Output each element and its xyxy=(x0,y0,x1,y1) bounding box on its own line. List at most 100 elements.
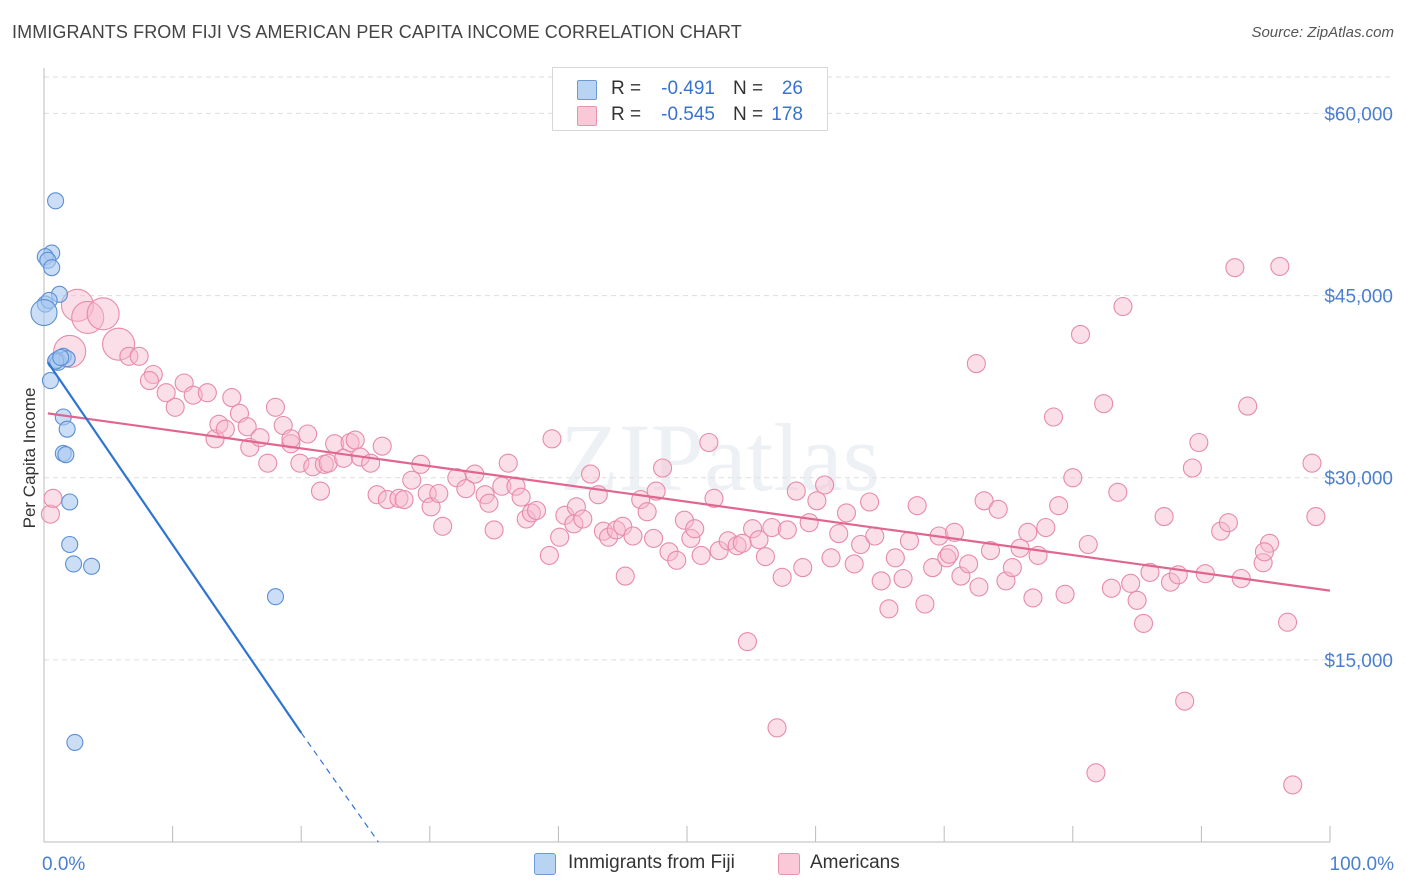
r-value: -0.545 xyxy=(661,104,715,125)
americans-point xyxy=(429,483,449,504)
americans-point xyxy=(40,504,60,524)
axes xyxy=(43,68,1331,843)
americans-point xyxy=(1225,258,1245,278)
fiji-point xyxy=(58,420,76,438)
fiji-point xyxy=(61,493,79,511)
americans-point xyxy=(885,548,905,568)
americans-point xyxy=(1302,453,1322,473)
americans-point xyxy=(893,568,913,589)
americans-point xyxy=(681,528,701,548)
americans-point xyxy=(521,503,541,523)
americans-point xyxy=(969,577,989,597)
fiji-trend-line xyxy=(46,361,303,734)
americans-point xyxy=(1270,256,1290,276)
americans-point xyxy=(209,414,229,434)
americans-point xyxy=(1154,507,1174,527)
y-axis-title: Per Capita Income xyxy=(20,388,39,529)
americans-point xyxy=(1063,468,1083,488)
x-tick-label: 0.0% xyxy=(42,854,85,875)
americans-point xyxy=(1070,324,1091,344)
fiji-trend-extension xyxy=(300,732,379,843)
americans-point xyxy=(367,485,387,505)
americans-point xyxy=(43,488,63,508)
legend-label-fiji: Immigrants from Fiji xyxy=(568,852,735,873)
americans-point xyxy=(1108,482,1128,502)
n-label: N = xyxy=(733,104,764,125)
americans-point xyxy=(727,536,747,556)
americans-point xyxy=(1133,613,1154,633)
americans-point xyxy=(1086,763,1106,783)
americans-point xyxy=(959,554,979,574)
fiji-point xyxy=(61,535,79,554)
americans-trend-line xyxy=(47,412,1331,592)
n-label: N = xyxy=(733,78,764,99)
americans-point xyxy=(1049,496,1069,516)
americans-point xyxy=(237,417,257,437)
correlation-legend: R = -0.491 N = 26 R = -0.545 N = 178 xyxy=(552,67,828,131)
americans-point xyxy=(197,383,217,403)
americans-point xyxy=(566,497,586,517)
americans-point xyxy=(777,520,797,540)
americans-point xyxy=(1043,407,1064,427)
fiji-point xyxy=(41,372,59,390)
americans-point xyxy=(899,531,920,551)
fiji-swatch xyxy=(534,853,556,875)
americans-point xyxy=(1175,691,1195,711)
fiji-points xyxy=(30,192,285,751)
americans-point xyxy=(755,547,775,567)
y-tick-label: $15,000 xyxy=(1324,651,1393,672)
americans-point xyxy=(829,524,849,544)
americans-point xyxy=(1306,507,1326,527)
legend-item-fiji[interactable]: Immigrants from Fiji xyxy=(534,852,774,876)
americans-points xyxy=(40,256,1326,795)
americans-point xyxy=(1036,517,1056,538)
fiji-swatch xyxy=(577,80,597,100)
americans-point xyxy=(564,514,584,534)
americans-point xyxy=(1078,534,1098,555)
legend-item-americans[interactable]: Americans xyxy=(778,852,938,876)
americans-point xyxy=(871,571,891,591)
americans-point xyxy=(1140,562,1160,582)
americans-point xyxy=(623,526,643,546)
source-label: Source: ZipAtlas.com xyxy=(1251,24,1394,41)
americans-point xyxy=(667,550,687,570)
americans-point xyxy=(793,558,813,578)
americans-point xyxy=(526,500,547,521)
americans-point xyxy=(743,519,763,539)
watermark: ZIPatlas xyxy=(560,404,880,511)
americans-point xyxy=(165,397,185,417)
americans-point xyxy=(539,545,559,565)
x-tick-label: 100.0% xyxy=(1330,854,1395,875)
americans-point xyxy=(799,513,819,533)
americans-point xyxy=(939,544,959,564)
fiji-point xyxy=(66,733,84,751)
americans-point xyxy=(1189,432,1209,453)
americans-point xyxy=(615,566,635,586)
americans-point xyxy=(290,453,310,473)
y-tick-label: $30,000 xyxy=(1324,469,1393,490)
americans-point xyxy=(762,517,782,538)
americans-point xyxy=(394,490,414,510)
americans-swatch xyxy=(778,853,800,875)
americans-point xyxy=(821,548,841,568)
americans-point xyxy=(749,530,769,550)
n-value: 178 xyxy=(771,104,803,125)
americans-point xyxy=(772,567,792,587)
fiji-point xyxy=(52,348,70,367)
americans-point xyxy=(498,453,518,473)
americans-point xyxy=(1254,542,1274,562)
americans-point xyxy=(844,554,864,574)
americans-point xyxy=(786,481,806,501)
americans-point xyxy=(599,527,619,547)
americans-point xyxy=(310,481,331,501)
americans-point xyxy=(851,534,871,555)
americans-point xyxy=(966,354,986,374)
americans-point xyxy=(1160,572,1181,592)
americans-point xyxy=(550,527,570,547)
americans-point xyxy=(580,464,601,484)
americans-point xyxy=(1101,578,1121,598)
americans-point xyxy=(807,491,827,511)
fiji-point xyxy=(47,192,65,210)
americans-point xyxy=(303,457,323,477)
americans-point xyxy=(1002,558,1022,578)
